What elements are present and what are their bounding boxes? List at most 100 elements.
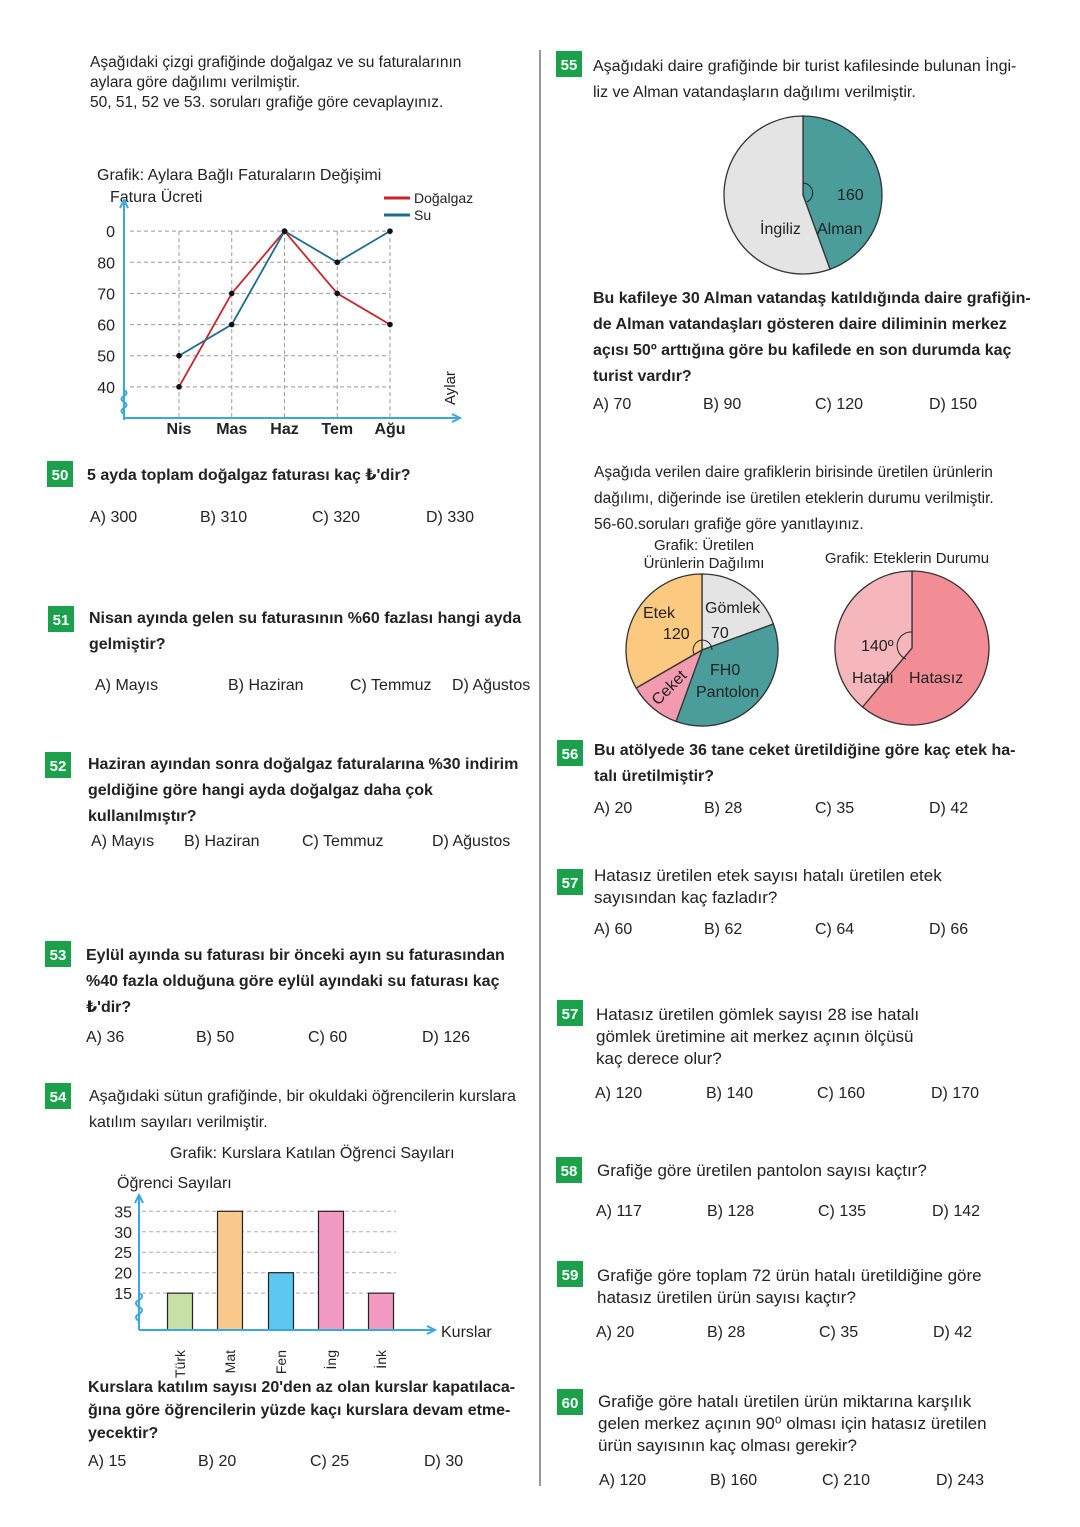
question-text: gömlek üretimine ait merkez açının ölçüs… (596, 1027, 913, 1046)
axis-arrow (119, 197, 463, 423)
slice-value-label: 120 (663, 626, 690, 643)
legend-label: Su (414, 207, 431, 223)
question-text: Kurslara katılım sayısı 20'den az olan k… (88, 1379, 515, 1396)
bar (216, 1210, 244, 1331)
answer-option: A) 117 (596, 1203, 642, 1220)
question-number: 55 (561, 57, 578, 74)
axis-break (135, 1292, 143, 1322)
answer-option: C) 60 (308, 1029, 347, 1046)
answer-option: C) 160 (817, 1085, 865, 1102)
answer-option: C) 210 (822, 1472, 870, 1489)
question-text: açısı 50º arttığına göre bu kafilede en … (593, 342, 1012, 359)
data-point (281, 228, 288, 234)
question-text: talı üretilmiştir? (594, 768, 714, 785)
question-text: Hatasız üretilen gömlek sayısı 28 ise ha… (596, 1005, 919, 1024)
intro-text: Aşağıdaki çizgi grafiğinde doğalgaz ve s… (90, 54, 461, 71)
y-tick-label: 0 (106, 224, 115, 241)
answer-option: D) 126 (422, 1029, 470, 1046)
answer-option: A) Mayıs (95, 677, 158, 694)
y-tick-label: 40 (97, 380, 115, 397)
answer-option: C) 35 (815, 800, 854, 817)
answer-option: A) Mayıs (91, 833, 154, 850)
chart-title: Grafik: Aylara Bağlı Faturaların Değişim… (97, 167, 381, 184)
x-tick-label: Haz (270, 421, 298, 438)
intro-text: 50, 51, 52 ve 53. soruları grafiğe göre … (90, 94, 443, 111)
answer-option: B) Haziran (228, 677, 304, 694)
answer-option: D) Ağustos (432, 833, 510, 850)
question-text: Haziran ayından sonra doğalgaz faturalar… (88, 756, 518, 773)
data-point (387, 228, 393, 234)
question-number: 53 (50, 947, 67, 964)
question-text: ğına göre öğrencilerin yüzde kaçı kursla… (88, 1402, 510, 1419)
answer-option: C) 320 (312, 509, 360, 526)
answer-option: B) 28 (707, 1324, 745, 1341)
question-badge (557, 869, 583, 895)
legend-label: Doğalgaz (414, 190, 473, 206)
answer-option: B) Haziran (184, 833, 260, 850)
bar (317, 1210, 345, 1331)
angle-marker (692, 639, 713, 655)
x-tick-label: Mat (222, 1350, 238, 1373)
question-number: 60 (562, 1395, 579, 1412)
answer-option: A) 60 (594, 921, 632, 938)
y-tick-label: 50 (97, 349, 115, 366)
bar (367, 1292, 395, 1331)
question-badge (557, 1261, 583, 1287)
answer-option: B) 28 (704, 800, 742, 817)
question-number: 57 (562, 875, 579, 892)
question-text: geldiğine göre hangi ayda doğalgaz daha … (88, 782, 433, 799)
bar (166, 1292, 194, 1331)
question-number: 59 (562, 1267, 579, 1284)
question-number: 54 (50, 1089, 67, 1106)
slice-label: Etek (643, 605, 676, 622)
answer-option: A) 300 (90, 509, 137, 526)
answer-option: D) 30 (424, 1453, 463, 1470)
answer-option: B) 160 (710, 1472, 757, 1489)
question-text: Aşağıdaki sütun grafiğinde, bir okuldaki… (89, 1088, 516, 1105)
pie-slice (723, 115, 831, 275)
question-badge (556, 51, 582, 77)
question-text: katılım sayıları verilmiştir. (89, 1114, 268, 1131)
slice-label: Hatalı (852, 670, 894, 687)
answer-option: A) 15 (88, 1453, 126, 1470)
pie-slice (834, 570, 913, 708)
x-tick-label: Fen (273, 1350, 289, 1374)
pie-slice (625, 573, 703, 689)
data-point (334, 290, 341, 297)
question-badge (45, 941, 71, 967)
question-number: 57 (562, 1006, 579, 1023)
answer-option: D) 66 (929, 921, 968, 938)
data-point (387, 321, 393, 328)
question-badge (45, 752, 71, 778)
data-point (334, 259, 341, 266)
slice-annotation: FH0 (710, 662, 740, 679)
axis (123, 200, 460, 420)
slice-label: Gömlek (705, 600, 761, 617)
slice-value-label: 140º (861, 638, 894, 655)
answer-option: B) 20 (198, 1453, 236, 1470)
angle-marker (802, 182, 814, 203)
axis-title: Fatura Ücreti (110, 188, 202, 206)
answer-option: C) Temmuz (350, 677, 432, 694)
question-text: yecektir? (88, 1425, 158, 1442)
answer-option: D) 42 (933, 1324, 972, 1341)
answer-option: A) 20 (594, 800, 632, 817)
y-tick-label: 25 (114, 1245, 132, 1262)
angle-marker (896, 631, 913, 660)
question-badge (556, 1157, 582, 1183)
question-number: 51 (53, 612, 70, 629)
x-tick-label: İnk (372, 1349, 389, 1369)
question-badge (45, 1083, 71, 1109)
intro-text: 56-60.soruları grafiğe göre yanıtlayınız… (594, 516, 864, 533)
question-badge (557, 1000, 583, 1026)
answer-option: D) 330 (426, 509, 474, 526)
question-text: gelen merkez açının 90⁰ olması için hata… (598, 1414, 987, 1433)
slice-value-label: 70 (711, 625, 729, 642)
answer-option: D) Ağustos (452, 677, 530, 694)
answer-option: B) 50 (196, 1029, 234, 1046)
question-number: 56 (562, 746, 579, 763)
pie-slice (802, 115, 883, 271)
answer-option: C) 120 (815, 396, 863, 413)
question-number: 50 (52, 467, 69, 484)
pie-slice (861, 570, 990, 726)
